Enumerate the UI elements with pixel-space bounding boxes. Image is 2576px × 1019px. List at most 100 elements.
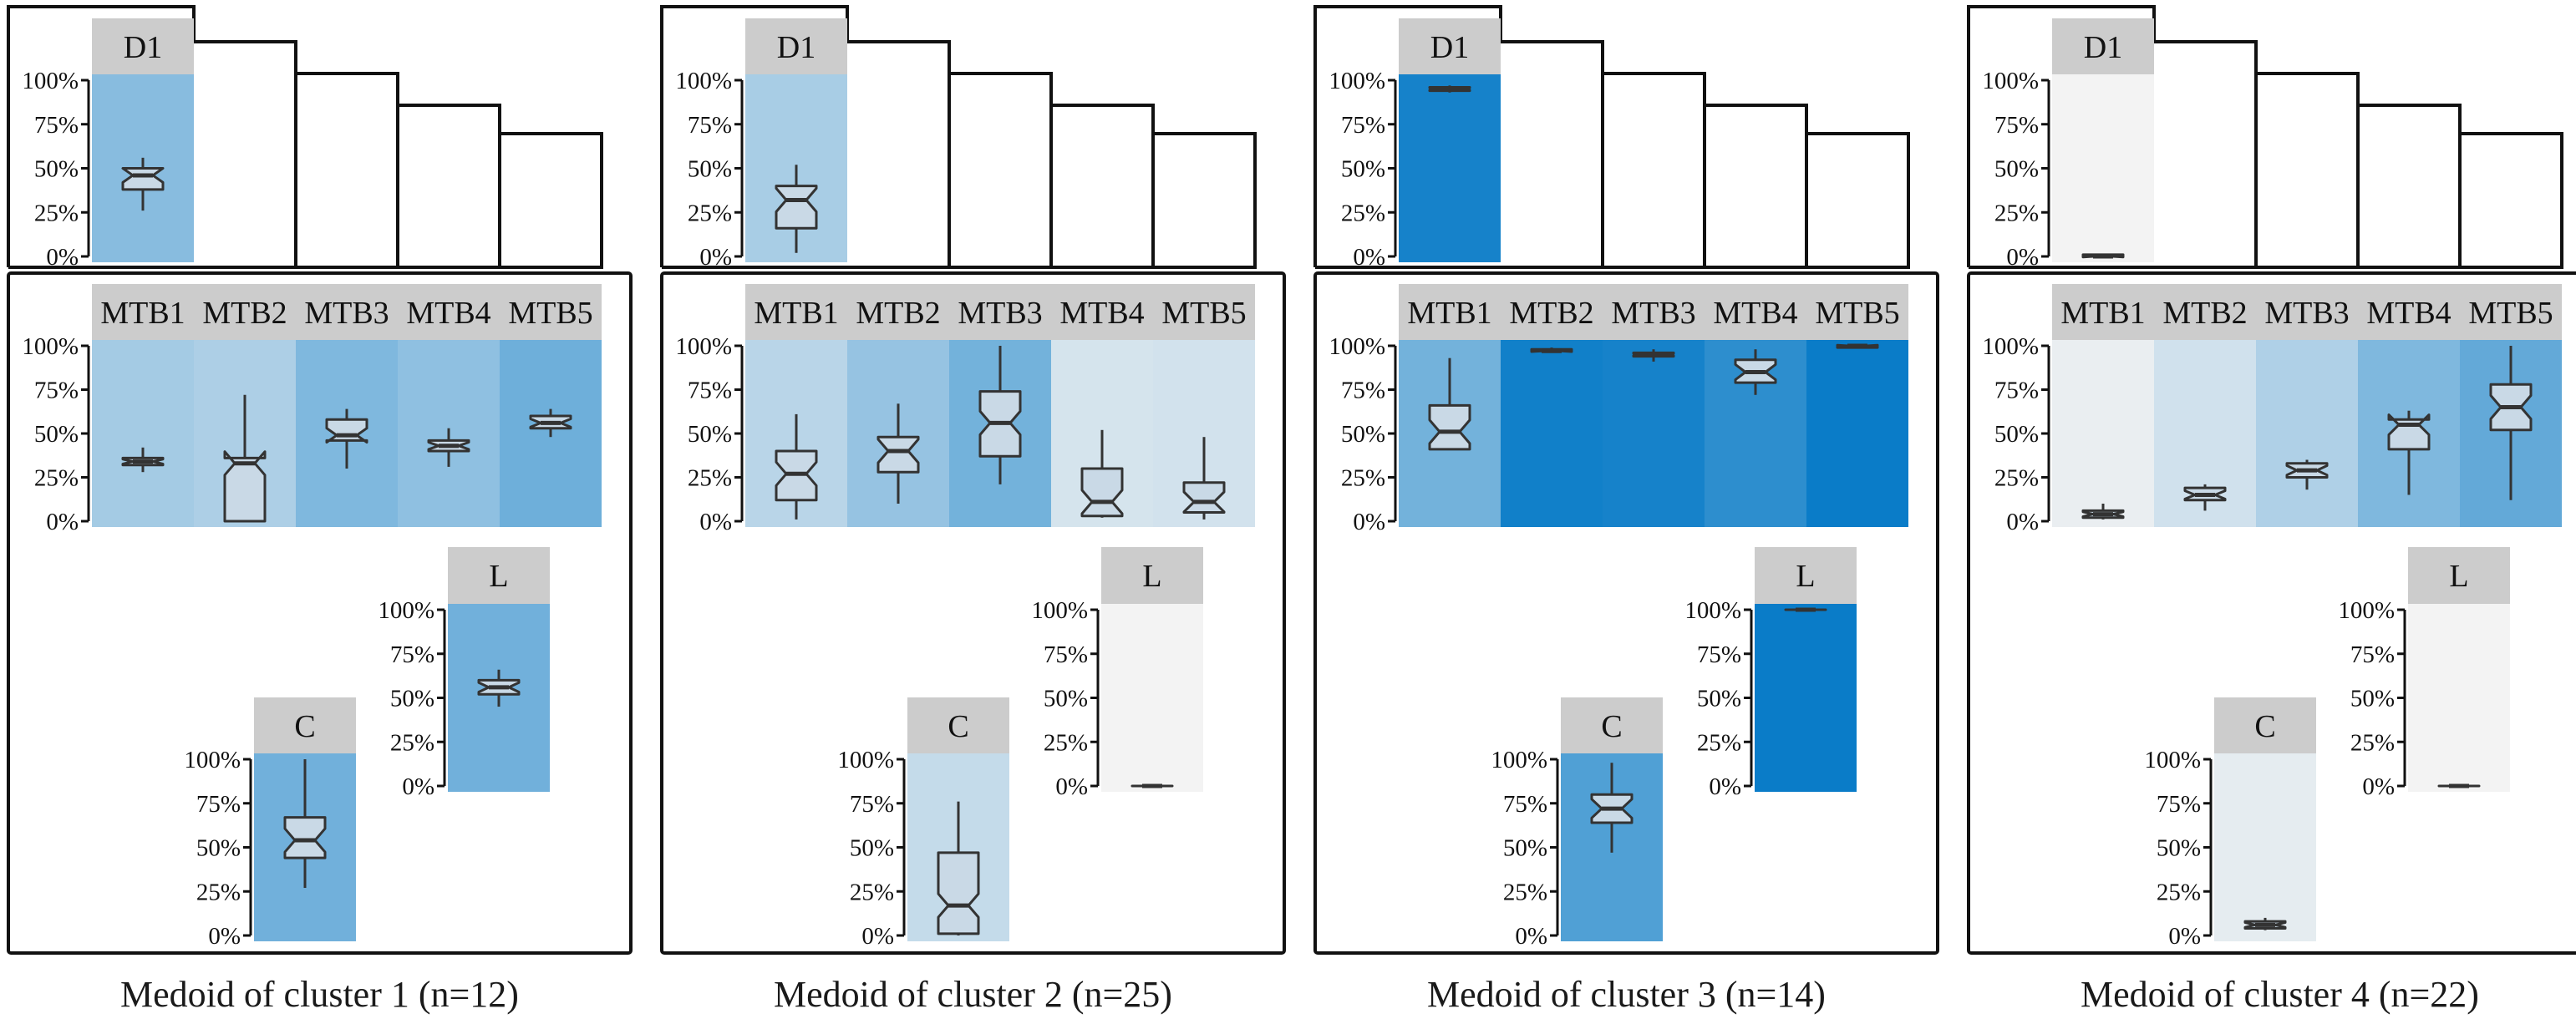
strip-label: MTB2 [2162,296,2247,331]
y-tick-label: 0% [2168,923,2201,950]
panel-caption: Medoid of cluster 1 (n=12) [120,974,519,1015]
y-tick-label: 75% [34,378,79,404]
cell-d1: D1 100% 75% 50% 25% 0% [22,18,194,271]
cell-mtb3: MTB3 [2256,284,2358,527]
strip-header [1806,284,1908,341]
y-tick-label: 100% [675,333,732,360]
y-tick-label: 100% [22,333,79,360]
y-tick-label: 0% [861,923,894,950]
cell-mtb4: MTB4 [1051,284,1153,527]
panel-caption: Medoid of cluster 2 (n=25) [774,974,1172,1015]
y-tick-label: 50% [1503,835,1547,862]
bottom-frame [1313,271,1939,955]
box [121,167,165,191]
strip-header [92,284,194,341]
bottom-frame [7,271,633,955]
cell-d1: D1 100% 75% 50% 25% 0% [675,18,847,271]
y-tick-label: 50% [688,421,732,448]
y-tick-label: 25% [34,200,79,226]
cell-l: L 100% 75% 50% 25% 0% [378,547,550,800]
cell-mtb2: MTB2 [194,284,296,527]
mean-color-cell [2052,340,2154,527]
cell-mtb5: MTB5 [2460,284,2562,527]
cell-mtb1: MTB1 100% 75% 50% 25% 0% [1329,284,1501,535]
cell-d1: D1 100% 75% 50% 25% 0% [1982,18,2154,271]
y-tick-label: 75% [1994,378,2039,404]
strip-header [1101,547,1203,604]
mean-color-cell [1603,340,1705,527]
strip-header [1153,284,1255,341]
bottom-frame [660,271,1286,955]
y-tick-label: 0% [1709,773,1741,800]
y-tick-label: 25% [688,465,732,492]
y-tick-label: 0% [46,244,79,271]
y-tick-label: 25% [850,879,894,905]
y-tick-label: 50% [34,421,79,448]
y-tick-label: 100% [1329,333,1385,360]
cluster-panel-2: Medoid of cluster 2 (n=25) D1 100% 75% 50% 25… [660,5,1286,1015]
y-tick-label: 50% [196,835,241,862]
y-tick-label: 0% [1515,923,1547,950]
y-tick-label: 0% [2362,773,2395,800]
y-tick-label: 100% [837,747,894,773]
strip-label: MTB2 [856,296,940,331]
strip-header [1501,284,1603,341]
y-axis: 100% 75% 50% 25% 0% [1031,597,1100,800]
y-tick-label: 100% [1329,68,1385,94]
y-tick-label: 25% [1994,465,2039,492]
strip-label: MTB5 [1161,296,1246,331]
y-tick-label: 100% [1982,68,2039,94]
box [223,450,267,523]
y-tick-label: 100% [378,597,434,624]
y-tick-label: 100% [22,68,79,94]
y-tick-label: 75% [390,641,434,668]
strip-header [745,284,847,341]
panel-caption: Medoid of cluster 4 (n=22) [2081,974,2479,1015]
y-tick-label: 25% [1044,729,1088,756]
y-tick-label: 25% [390,729,434,756]
cluster-panel-1: Medoid of cluster 1 (n=12) D1 100% 75% 50% 25… [7,5,633,1015]
box [325,418,368,444]
strip-label: MTB4 [2366,296,2451,331]
mean-color-cell [2408,604,2510,792]
cell-mtb2: MTB2 [2154,284,2256,527]
strip-header [2214,697,2316,754]
y-tick-label: 50% [1044,686,1088,712]
strip-label: MTB2 [202,296,287,331]
y-tick-label: 50% [1341,156,1385,183]
cell-mtb4: MTB4 [2358,284,2460,527]
y-tick-label: 0% [2006,509,2039,535]
y-tick-label: 100% [1684,597,1741,624]
strip-header [500,284,602,341]
y-tick-label: 50% [2350,686,2395,712]
strip-label: MTB3 [2264,296,2349,331]
mean-color-cell [1501,340,1603,527]
cell-l: L 100% 75% 50% 25% 0% [2338,547,2510,800]
cell-c: C 100% 75% 50% 25% 0% [837,697,1009,950]
y-tick-label: 50% [688,156,732,183]
y-tick-label: 50% [1697,686,1741,712]
box [1182,481,1226,514]
mean-color-cell [1101,604,1203,792]
mean-color-cell [1399,74,1501,262]
strip-label: MTB1 [2060,296,2145,331]
y-tick-label: 50% [1341,421,1385,448]
cell-mtb3: MTB3 [296,284,398,527]
strip-label: D1 [1430,30,1469,65]
y-tick-label: 0% [699,509,732,535]
strip-label: D1 [124,30,162,65]
y-axis: 100% 75% 50% 25% 0% [1684,597,1753,800]
cell-mtb3: MTB3 [949,284,1051,527]
strip-header [194,284,296,341]
panel-caption: Medoid of cluster 3 (n=14) [1427,974,1826,1015]
cell-l: L 100% 75% 50% 25% 0% [1031,547,1203,800]
y-axis: 100% 75% 50% 25% 0% [675,68,744,271]
y-tick-label: 75% [1044,641,1088,668]
y-tick-label: 75% [1341,378,1385,404]
strip-label: D1 [2084,30,2122,65]
strip-header [1051,284,1153,341]
y-tick-label: 0% [402,773,434,800]
cell-d1: D1 100% 75% 50% 25% 0% [1329,18,1501,271]
box [876,435,920,474]
strip-header [847,284,949,341]
